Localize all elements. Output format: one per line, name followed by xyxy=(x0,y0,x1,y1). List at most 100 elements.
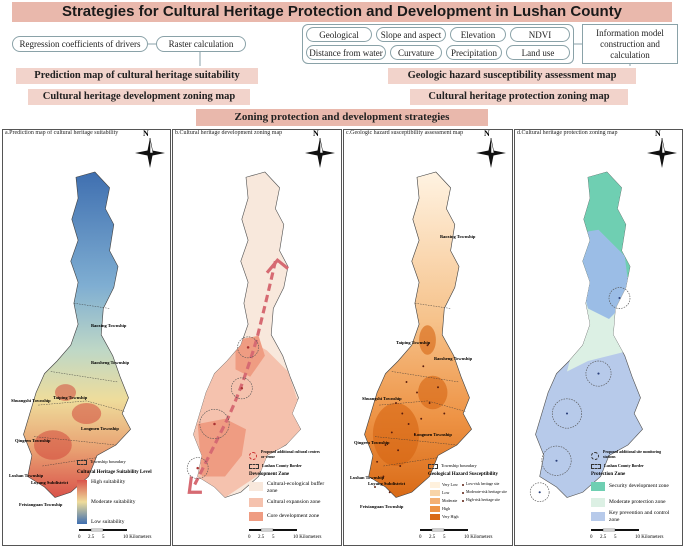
legend-a-item: Moderate suitability xyxy=(91,499,136,505)
legend-boundary-label: Township boundary xyxy=(90,459,126,464)
township-label-c: Lushan Township xyxy=(350,475,385,480)
north-arrow-icon xyxy=(135,137,165,168)
factor-slope-aspect: Slope and aspect xyxy=(376,27,446,42)
legend-b-item: Cultural expansion zone xyxy=(267,499,321,505)
legend-c-swatch xyxy=(430,506,440,512)
legend-proposed-swatch xyxy=(591,452,599,460)
scale-tick: 5 xyxy=(443,535,446,540)
legend-c-level: High xyxy=(442,506,450,511)
township-label-c: Taiping Township xyxy=(396,340,431,345)
scale-bar xyxy=(79,528,127,532)
north-arrow-icon xyxy=(476,137,506,168)
legend-c-level: Low xyxy=(442,490,450,495)
prot-zoning-bar: Cultural heritage protection zoning map xyxy=(410,89,628,105)
panel-d: d.Cultural heritage protection zoning ma… xyxy=(514,129,683,546)
scale-tick: 0 xyxy=(590,535,593,540)
dev-zoning-bar: Cultural heritage development zoning map xyxy=(28,89,250,105)
scale-tick: 2.5 xyxy=(429,535,436,540)
township-label-c: Shuangshi Township xyxy=(362,396,402,401)
factor-land-use: Land use xyxy=(506,45,570,60)
scale-tick: 5 xyxy=(614,535,617,540)
legend-b-swatch xyxy=(249,482,263,491)
legend-boundary-swatch xyxy=(428,464,438,469)
north-arrow-icon xyxy=(305,137,335,168)
driver-coefficients-pill: Regression coefficients of drivers xyxy=(12,36,148,52)
township-label-a: Lushan Township xyxy=(9,473,44,478)
legend-boundary-label: Township boundary xyxy=(441,463,477,468)
legend-d-item: Security development zone xyxy=(609,483,669,489)
legend-c-level: Very Low xyxy=(442,482,458,487)
legend-a-gradient xyxy=(77,480,87,524)
scale-bar xyxy=(420,528,468,532)
legend-d-item: Moderate protection zone xyxy=(609,499,666,505)
township-label-a: Feixianguan Township xyxy=(19,502,63,507)
legend-c-title: Geological Hazard Susceptibility xyxy=(428,472,498,477)
legend-b-swatch xyxy=(249,512,263,521)
flow-connectors xyxy=(148,43,631,66)
raster-calculation-pill: Raster calculation xyxy=(156,36,246,52)
panel-c: c.Geologic hazard susceptibility assessm… xyxy=(343,129,513,546)
panel-b: b.Cultural heritage development zoning m… xyxy=(172,129,342,546)
township-label-a: Baosheng Township xyxy=(91,360,130,365)
north-label: N xyxy=(313,129,319,138)
info-model-box: Information model construction and calcu… xyxy=(582,24,678,64)
strategies-bar: Zoning protection and development strate… xyxy=(196,109,488,126)
township-label-a: Luyang Subdistrict xyxy=(31,480,69,485)
scale-tick: 2.5 xyxy=(258,535,265,540)
scale-tick: 10 Kilometers xyxy=(464,535,493,540)
panel-d-title: d.Cultural heritage protection zoning ma… xyxy=(517,130,618,136)
prediction-map-bar: Prediction map of cultural heritage suit… xyxy=(16,68,258,84)
township-label-c: Longmen Township xyxy=(414,432,452,437)
township-label-a: Taiping Township xyxy=(53,395,88,400)
legend-b-item: Cultural-ecological buffer zone xyxy=(267,481,325,494)
factor-precipitation: Precipitation xyxy=(446,45,502,60)
panel-d-map xyxy=(529,171,644,503)
scale-tick: 0 xyxy=(78,535,81,540)
legend-d-swatch xyxy=(591,482,605,491)
legend-b-item: Core development zone xyxy=(267,513,320,519)
scale-tick: 10 Kilometers xyxy=(123,535,152,540)
factor-curvature: Curvature xyxy=(390,45,442,60)
north-label: N xyxy=(655,129,661,138)
factor-ndvi: NDVI xyxy=(510,27,570,42)
legend-c-swatch xyxy=(430,482,440,488)
township-label-c: Feixianguan Township xyxy=(360,504,404,509)
scale-tick: 10 Kilometers xyxy=(635,535,664,540)
legend-c-point-label: Low-risk heritage site xyxy=(466,482,500,486)
scale-tick: 2.5 xyxy=(600,535,607,540)
panel-a: a.Prediction map of cultural heritage su… xyxy=(2,129,171,546)
legend-d-item: Key prevention and control zone xyxy=(609,510,670,523)
legend-c-point-label: High-risk heritage site xyxy=(466,498,500,502)
township-label-c: Qingren Township xyxy=(354,440,390,445)
factor-distance-water: Distance from water xyxy=(306,45,386,60)
legend-d-swatch xyxy=(591,512,605,521)
legend-c-point xyxy=(462,484,464,486)
panel-a-title: a.Prediction map of cultural heritage su… xyxy=(5,130,119,136)
panel-b-map xyxy=(186,171,302,499)
scale-tick: 0 xyxy=(419,535,422,540)
legend-c-level: Moderate xyxy=(442,498,458,503)
legend-c-swatch xyxy=(430,490,440,496)
legend-c-level: Very High xyxy=(442,514,459,519)
legend-c-point xyxy=(462,500,464,502)
panel-b-title: b.Cultural heritage development zoning m… xyxy=(175,130,283,136)
scale-bar xyxy=(591,528,639,532)
legend-a-item: Low suitability xyxy=(91,519,125,525)
scale-tick: 2.5 xyxy=(88,535,95,540)
legend-c-swatch xyxy=(430,498,440,504)
legend-a-title: Cultural Heritage Suitability Level xyxy=(77,470,152,475)
township-label-a: Baoxing Township xyxy=(91,323,127,328)
factor-group xyxy=(302,24,574,64)
scale-tick: 5 xyxy=(272,535,275,540)
township-label-c: Luyang Subdistrict xyxy=(368,481,406,486)
scale-tick: 0 xyxy=(248,535,251,540)
legend-proposed-label: Proposed additional site monitoring stat… xyxy=(603,450,662,459)
legend-proposed-label: Proposed additional cultural centers or … xyxy=(261,450,320,459)
panel-c-title: c.Geologic hazard susceptibility assessm… xyxy=(346,130,464,136)
north-label: N xyxy=(484,129,490,138)
legend-c-point-label: Moderate-risk heritage site xyxy=(466,490,507,494)
north-label: N xyxy=(143,129,149,138)
legend-c-point xyxy=(462,492,464,494)
legend-border-swatch xyxy=(591,464,601,469)
township-label-a: Longmen Township xyxy=(81,426,119,431)
